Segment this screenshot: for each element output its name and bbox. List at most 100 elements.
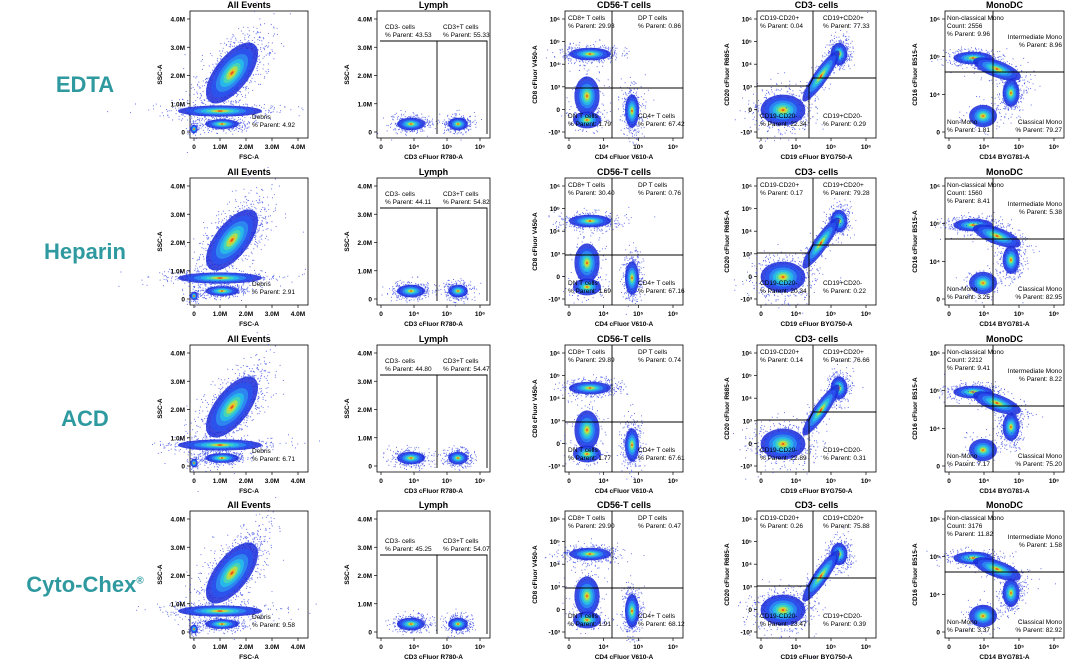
population-cloud: [785, 11, 869, 124]
gate-percent: % Parent: 67.61: [638, 455, 685, 462]
panel-title: MonoDC: [986, 167, 1023, 177]
y-tick-label: 10⁵: [550, 206, 560, 213]
y-axis-label: SSC-A: [344, 64, 351, 85]
gate-name: CD19-CD20-: [760, 113, 798, 120]
y-tick-label: 10⁴: [550, 562, 560, 569]
density-contour: [971, 224, 975, 226]
gate-name: Classical Mono: [1018, 453, 1062, 460]
gate-percent: % Parent: 55.33: [443, 32, 490, 39]
panel-cd3-neg: 0 10⁴ 10⁵ 10⁶ -10³ 0 10³ 10⁴ 10⁵ 10⁶ CD3- cells CD1…: [724, 0, 877, 161]
x-tick-label: 10⁴: [791, 478, 801, 485]
y-tick-label: 1.0M: [171, 601, 185, 608]
gate-name: CD19-CD20+: [760, 182, 799, 189]
y-tick-label: 2.0M: [171, 573, 185, 580]
y-tick-label: 0: [556, 107, 560, 114]
density-contour: [588, 553, 592, 555]
density-contour: [230, 405, 234, 409]
gate-percent: % Parent: 9.58: [252, 622, 295, 629]
x-tick-label: 10⁴: [409, 311, 419, 318]
gate-percent: % Parent: 3.25: [947, 294, 990, 301]
population-cloud: [957, 550, 1056, 593]
y-tick-label: 0: [936, 630, 940, 637]
x-tick-label: 3.0M: [265, 144, 279, 151]
y-tick-label: 0: [368, 630, 372, 637]
x-tick-label: 10⁵: [442, 644, 452, 651]
y-tick-label: 10⁵: [930, 221, 940, 228]
x-tick-label: 10⁵: [442, 144, 452, 151]
x-tick-label: 0: [947, 144, 951, 151]
x-tick-label: 1.0M: [213, 311, 227, 318]
y-tick-label: 10⁴: [550, 229, 560, 236]
gate-name: CD19+CD20-: [823, 280, 862, 287]
gate-percent: % Parent: 8.22: [1019, 376, 1062, 383]
y-tick-label: 3.0M: [171, 45, 185, 52]
y-tick-label: -10³: [548, 297, 560, 304]
gate-percent: % Parent: 1.58: [1019, 542, 1062, 549]
panel-cd3-neg: 0 10⁴ 10⁵ 10⁶ -10³ 0 10³ 10⁴ 10⁵ 10⁶ CD3- cells CD1…: [724, 500, 877, 661]
y-tick-label: 10⁶: [930, 351, 940, 358]
y-tick-label: 0: [556, 607, 560, 614]
x-tick-label: 10⁴: [598, 311, 608, 318]
x-tick-label: 10⁶: [475, 644, 485, 651]
gate-percent: % Parent: 1.79: [568, 121, 611, 128]
y-tick-label: 10⁴: [742, 62, 752, 69]
gate-percent: % Parent: 68.12: [638, 621, 685, 628]
panel-all-events: 0 1.0M 2.0M 3.0M 4.0M 0 1.0M 2.0M 3.0M 4.0M All Ev…: [107, 0, 309, 161]
density-contour: [457, 290, 459, 292]
y-tick-label: 4.0M: [358, 17, 372, 24]
gate-name: CD8+ T cells: [568, 15, 606, 22]
y-axis-label: CD16 cFluor B515-A: [912, 543, 919, 606]
row-label: Heparin: [0, 239, 170, 265]
density-contour: [220, 623, 224, 625]
x-axis-label: CD19 cFluor BYG750-A: [781, 488, 853, 495]
y-tick-label: 10⁶: [550, 351, 560, 358]
x-tick-label: 2.0M: [239, 644, 253, 651]
x-axis-label: FSC-A: [239, 488, 259, 495]
density-contour: [586, 619, 588, 621]
gate-cd3-pos: [437, 374, 488, 468]
x-tick-label: 0: [379, 644, 383, 651]
panel-cd56-t: 0 10⁴ 10⁵ 10⁶ -10³ 0 10³ 10⁴ 10⁵ 10⁶ CD56-T cells C…: [532, 500, 685, 661]
y-tick-label: 4.0M: [358, 351, 372, 358]
gate-count: Count: 2212: [947, 357, 983, 364]
gate-name: CD19-CD20-: [760, 613, 798, 620]
gate-percent: % Parent: 0.47: [638, 523, 681, 530]
gate-name: CD19+CD20+: [823, 515, 864, 522]
y-tick-label: 3.0M: [171, 212, 185, 219]
y-tick-label: 0: [181, 297, 185, 304]
y-tick-label: 2.0M: [171, 73, 185, 80]
gate-name: Non-Mono: [947, 286, 978, 293]
panel-title: MonoDC: [986, 0, 1023, 10]
x-tick-label: 10⁵: [442, 478, 452, 485]
density-contour: [588, 220, 592, 222]
gate-percent: % Parent: 29.90: [568, 523, 615, 530]
y-tick-label: 10⁶: [930, 17, 940, 24]
density-contour: [193, 295, 195, 297]
gate-name: CD19-CD20-: [760, 280, 798, 287]
row-label: EDTA: [0, 72, 170, 98]
gate-percent: % Parent: 82.95: [1015, 294, 1062, 301]
density-contour: [1010, 592, 1012, 594]
x-tick-label: 4.0M: [291, 644, 305, 651]
population-cloud: [784, 527, 852, 630]
gate-name: CD3+T cells: [443, 538, 479, 545]
y-tick-label: 0: [936, 297, 940, 304]
plot-frame: [944, 177, 1065, 306]
x-tick-label: 10⁴: [409, 478, 419, 485]
gate-count: Count: 2556: [947, 23, 983, 30]
y-axis-label: CD20 cFluor R685-A: [724, 210, 731, 273]
y-tick-label: 10⁶: [930, 184, 940, 191]
y-tick-label: -10³: [740, 630, 752, 637]
panel-cd3-neg: 0 10⁴ 10⁵ 10⁶ -10³ 0 10³ 10⁴ 10⁵ 10⁶ CD3- cells CD1…: [724, 334, 877, 495]
y-tick-label: 3.0M: [171, 545, 185, 552]
x-tick-label: 10⁴: [409, 644, 419, 651]
y-tick-label: 10⁴: [930, 92, 940, 99]
gate-name: CD4+ T cells: [638, 113, 676, 120]
x-tick-label: 10⁵: [633, 644, 643, 651]
x-tick-label: 10⁵: [1014, 144, 1024, 151]
density-contour: [217, 444, 223, 446]
y-tick-label: 0: [368, 464, 372, 471]
x-tick-label: 10⁵: [1014, 478, 1024, 485]
density-contour: [410, 457, 412, 459]
gate-name: Non-Mono: [947, 453, 978, 460]
